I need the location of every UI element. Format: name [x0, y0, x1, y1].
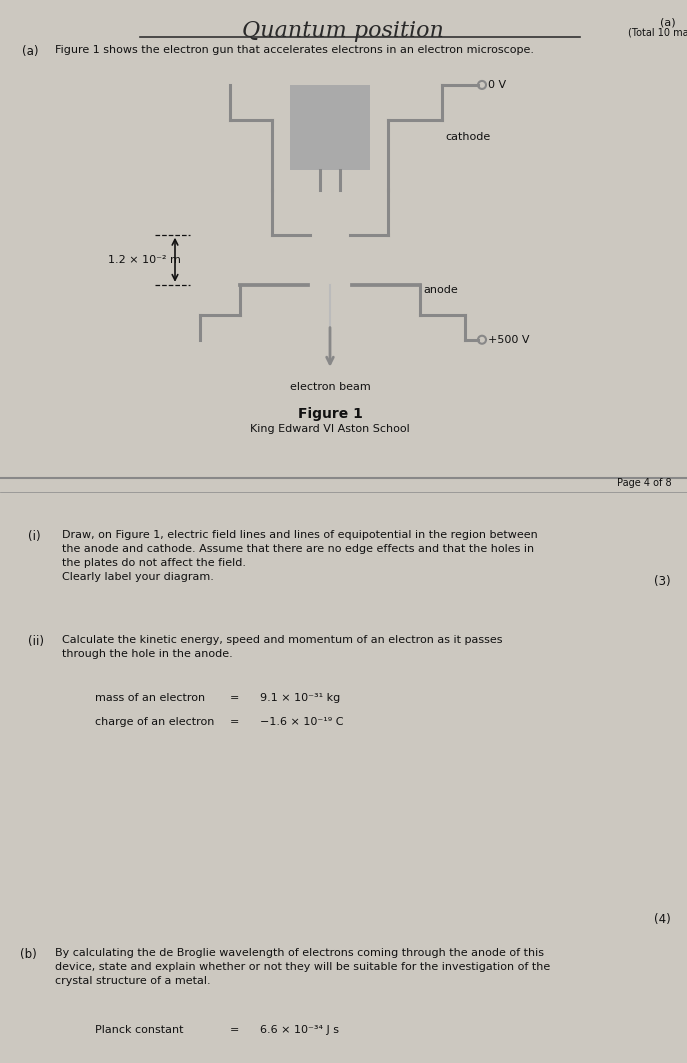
Text: Planck constant: Planck constant — [95, 1025, 183, 1035]
Bar — [290, 85, 370, 170]
Text: (b): (b) — [20, 948, 36, 961]
Text: +500 V: +500 V — [488, 335, 530, 344]
Text: By calculating the de Broglie wavelength of electrons coming through the anode o: By calculating the de Broglie wavelength… — [55, 948, 550, 986]
Text: (ii): (ii) — [28, 635, 44, 647]
Text: (Total 10 marks): (Total 10 marks) — [629, 28, 687, 38]
Text: electron beam: electron beam — [290, 382, 370, 391]
Text: (4): (4) — [653, 913, 671, 926]
Text: =: = — [230, 1025, 239, 1035]
Text: mass of an electron: mass of an electron — [95, 693, 205, 703]
Text: −1.6 × 10⁻¹⁹ C: −1.6 × 10⁻¹⁹ C — [260, 716, 344, 727]
Text: Figure 1 shows the electron gun that accelerates electrons in an electron micros: Figure 1 shows the electron gun that acc… — [55, 45, 534, 55]
Text: 0 V: 0 V — [488, 80, 506, 90]
Text: 9.1 × 10⁻³¹ kg: 9.1 × 10⁻³¹ kg — [260, 693, 340, 703]
Text: Calculate the kinetic energy, speed and momentum of an electron as it passes
thr: Calculate the kinetic energy, speed and … — [62, 635, 502, 659]
Text: anode: anode — [423, 285, 458, 294]
Text: (a): (a) — [660, 18, 676, 28]
Text: (i): (i) — [28, 529, 41, 542]
Text: 1.2 × 10⁻² m: 1.2 × 10⁻² m — [108, 255, 181, 265]
Text: cathode: cathode — [445, 132, 491, 141]
Text: =: = — [230, 693, 239, 703]
Text: 6.6 × 10⁻³⁴ J s: 6.6 × 10⁻³⁴ J s — [260, 1025, 339, 1035]
Text: Page 4 of 8: Page 4 of 8 — [618, 477, 672, 488]
Text: =: = — [230, 716, 239, 727]
Text: Figure 1: Figure 1 — [297, 407, 363, 421]
Text: charge of an electron: charge of an electron — [95, 716, 214, 727]
Text: (3): (3) — [654, 575, 671, 588]
Text: Draw, on Figure 1, electric field lines and lines of equipotential in the region: Draw, on Figure 1, electric field lines … — [62, 529, 538, 581]
Text: (a): (a) — [22, 45, 38, 58]
Text: King Edward VI Aston School: King Edward VI Aston School — [250, 424, 410, 434]
Text: Quantum position: Quantum position — [242, 20, 444, 41]
